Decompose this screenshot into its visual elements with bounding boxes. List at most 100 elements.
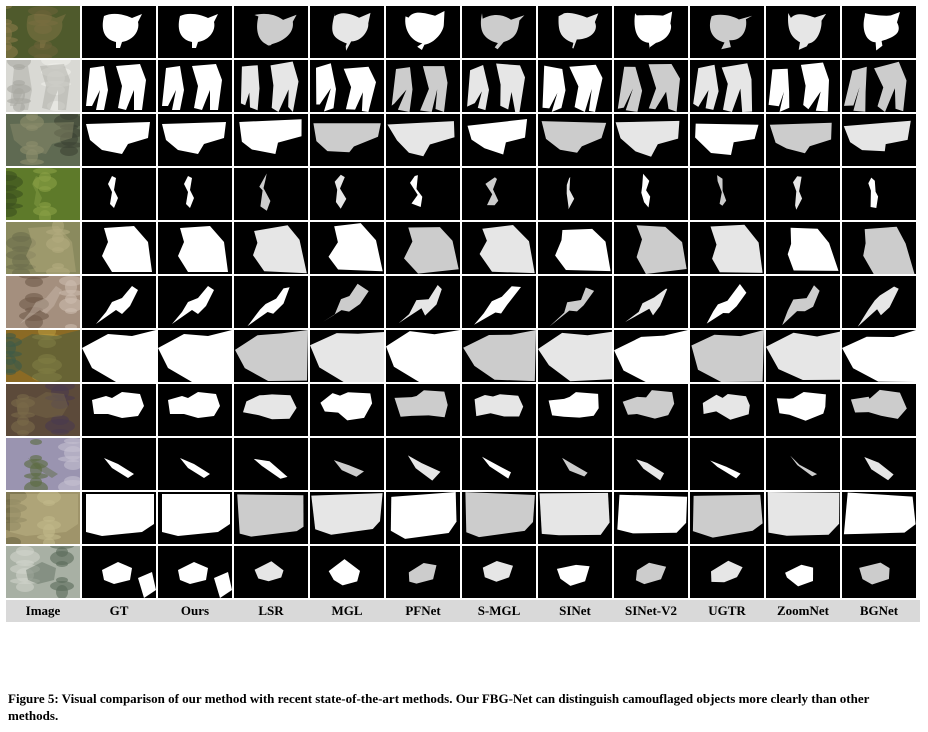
mask-bgnet-snow-owl: [842, 60, 916, 112]
mask-ours-bird-on-grass: [158, 6, 232, 58]
mask-ugtr-moss-insect: [690, 492, 764, 544]
mask-ours-leaf-fish: [158, 330, 232, 382]
mask-mgl-bird-in-water: [310, 546, 384, 598]
column-label-zoomnet: ZoomNet: [777, 603, 829, 618]
column-label-pfnet: PFNet: [405, 603, 441, 618]
mask-lsr-bird-on-branch: [234, 276, 308, 328]
mask-gt-bird-on-grass: [82, 6, 156, 58]
mask-bgnet-moss-insect: [842, 492, 916, 544]
input-photo-moss-insect: [6, 492, 80, 544]
mask-gt-moss-insect: [82, 492, 156, 544]
mask-sinet-v2-grasshopper: [614, 168, 688, 220]
mask-lsr-leaf-fish: [234, 330, 308, 382]
input-photo-bird-on-grass: [6, 6, 80, 58]
mask-ugtr-heron-reeds: [690, 438, 764, 490]
mask-zoomnet-seabed-fish: [766, 222, 840, 274]
mask-ugtr-leaf-fish: [690, 330, 764, 382]
mask-pfnet-bird-on-grass: [386, 6, 460, 58]
mask-sinet-v2-snow-owl: [614, 60, 688, 112]
mask-s-mgl-crocodile: [462, 114, 536, 166]
mask-mgl-heron-reeds: [310, 438, 384, 490]
mask-gt-bird-in-water: [82, 546, 156, 598]
mask-pfnet-sea-frog: [386, 384, 460, 436]
mask-pfnet-crocodile: [386, 114, 460, 166]
mask-sinet-bird-on-branch: [538, 276, 612, 328]
column-label-sinet: SINet: [559, 603, 591, 618]
image-row-grasshopper: [6, 168, 920, 220]
mask-gt-sea-frog: [82, 384, 156, 436]
mask-ugtr-bird-on-branch: [690, 276, 764, 328]
column-label-lsr: LSR: [258, 603, 284, 618]
mask-ugtr-bird-on-grass: [690, 6, 764, 58]
input-photo-sea-frog: [6, 384, 80, 436]
mask-ugtr-snow-owl: [690, 60, 764, 112]
input-photo-heron-reeds: [6, 438, 80, 490]
mask-lsr-crocodile: [234, 114, 308, 166]
mask-ours-moss-insect: [158, 492, 232, 544]
image-row-moss-insect: [6, 492, 920, 544]
mask-sinet-v2-bird-on-grass: [614, 6, 688, 58]
mask-s-mgl-bird-on-grass: [462, 6, 536, 58]
mask-ugtr-seabed-fish: [690, 222, 764, 274]
mask-mgl-crocodile: [310, 114, 384, 166]
mask-mgl-leaf-fish: [310, 330, 384, 382]
mask-ours-seabed-fish: [158, 222, 232, 274]
mask-ours-grasshopper: [158, 168, 232, 220]
mask-ours-sea-frog: [158, 384, 232, 436]
mask-mgl-snow-owl: [310, 60, 384, 112]
mask-sinet-grasshopper: [538, 168, 612, 220]
mask-s-mgl-grasshopper: [462, 168, 536, 220]
mask-zoomnet-leaf-fish: [766, 330, 840, 382]
mask-pfnet-seabed-fish: [386, 222, 460, 274]
mask-bgnet-sea-frog: [842, 384, 916, 436]
mask-gt-leaf-fish: [82, 330, 156, 382]
mask-ours-bird-on-branch: [158, 276, 232, 328]
mask-s-mgl-seabed-fish: [462, 222, 536, 274]
mask-bgnet-bird-on-grass: [842, 6, 916, 58]
mask-pfnet-snow-owl: [386, 60, 460, 112]
image-row-leaf-fish: [6, 330, 920, 382]
mask-gt-crocodile: [82, 114, 156, 166]
mask-pfnet-grasshopper: [386, 168, 460, 220]
mask-s-mgl-bird-on-branch: [462, 276, 536, 328]
image-row-crocodile: [6, 114, 920, 166]
image-row-seabed-fish: [6, 222, 920, 274]
mask-ours-snow-owl: [158, 60, 232, 112]
mask-lsr-heron-reeds: [234, 438, 308, 490]
mask-ours-bird-in-water: [158, 546, 232, 598]
mask-bgnet-crocodile: [842, 114, 916, 166]
mask-bgnet-heron-reeds: [842, 438, 916, 490]
input-photo-bird-on-branch: [6, 276, 80, 328]
mask-zoomnet-bird-on-branch: [766, 276, 840, 328]
comparison-figure: Image GT Ours LSR MGL PFNet S-MGL SINet SINet-V2…: [6, 6, 920, 622]
mask-sinet-v2-sea-frog: [614, 384, 688, 436]
mask-sinet-v2-moss-insect: [614, 492, 688, 544]
mask-sinet-v2-bird-in-water: [614, 546, 688, 598]
mask-gt-seabed-fish: [82, 222, 156, 274]
mask-zoomnet-bird-in-water: [766, 546, 840, 598]
mask-lsr-snow-owl: [234, 60, 308, 112]
mask-sinet-v2-heron-reeds: [614, 438, 688, 490]
mask-bgnet-grasshopper: [842, 168, 916, 220]
mask-sinet-moss-insect: [538, 492, 612, 544]
mask-ugtr-sea-frog: [690, 384, 764, 436]
input-photo-crocodile: [6, 114, 80, 166]
mask-sinet-sea-frog: [538, 384, 612, 436]
mask-lsr-grasshopper: [234, 168, 308, 220]
input-photo-leaf-fish: [6, 330, 80, 382]
column-label-ugtr: UGTR: [708, 603, 746, 618]
mask-ugtr-grasshopper: [690, 168, 764, 220]
mask-bgnet-bird-on-branch: [842, 276, 916, 328]
mask-zoomnet-bird-on-grass: [766, 6, 840, 58]
image-row-bird-on-grass: [6, 6, 920, 58]
mask-s-mgl-sea-frog: [462, 384, 536, 436]
mask-sinet-snow-owl: [538, 60, 612, 112]
mask-sinet-v2-seabed-fish: [614, 222, 688, 274]
image-row-bird-in-water: [6, 546, 920, 598]
input-photo-snow-owl: [6, 60, 80, 112]
image-row-sea-frog: [6, 384, 920, 436]
image-grid: [6, 6, 920, 598]
mask-zoomnet-crocodile: [766, 114, 840, 166]
mask-sinet-v2-crocodile: [614, 114, 688, 166]
column-label-bgnet: BGNet: [859, 603, 899, 618]
